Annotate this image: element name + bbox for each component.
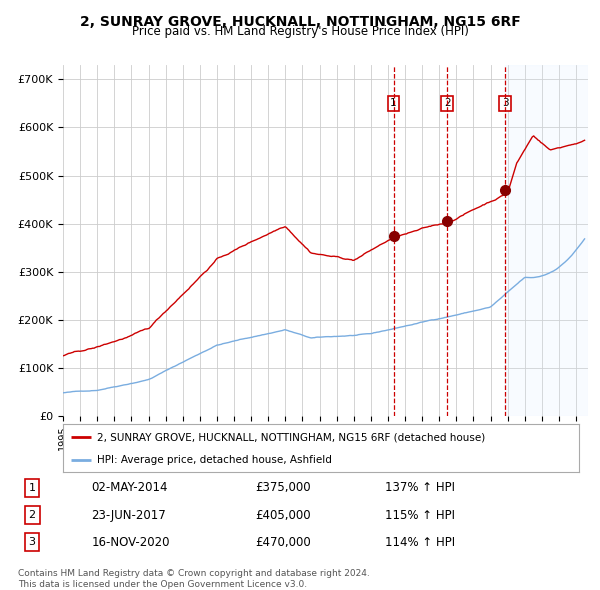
Text: 137% ↑ HPI: 137% ↑ HPI [385,481,455,494]
Text: 2, SUNRAY GROVE, HUCKNALL, NOTTINGHAM, NG15 6RF (detached house): 2, SUNRAY GROVE, HUCKNALL, NOTTINGHAM, N… [97,432,485,442]
Text: 2: 2 [444,99,451,109]
Text: 2, SUNRAY GROVE, HUCKNALL, NOTTINGHAM, NG15 6RF: 2, SUNRAY GROVE, HUCKNALL, NOTTINGHAM, N… [80,15,520,29]
Text: 2: 2 [29,510,35,520]
Text: 115% ↑ HPI: 115% ↑ HPI [385,509,455,522]
Text: 16-NOV-2020: 16-NOV-2020 [91,536,170,549]
Text: 1: 1 [29,483,35,493]
Text: Contains HM Land Registry data © Crown copyright and database right 2024.
This d: Contains HM Land Registry data © Crown c… [18,569,370,589]
Text: 3: 3 [29,537,35,547]
Text: HPI: Average price, detached house, Ashfield: HPI: Average price, detached house, Ashf… [97,455,331,465]
Text: £405,000: £405,000 [255,509,311,522]
Text: 02-MAY-2014: 02-MAY-2014 [91,481,168,494]
Text: Price paid vs. HM Land Registry's House Price Index (HPI): Price paid vs. HM Land Registry's House … [131,25,469,38]
Text: 114% ↑ HPI: 114% ↑ HPI [385,536,455,549]
Text: £375,000: £375,000 [255,481,311,494]
Text: 23-JUN-2017: 23-JUN-2017 [91,509,166,522]
Text: 1: 1 [390,99,397,109]
Text: £470,000: £470,000 [255,536,311,549]
Bar [505,65,588,416]
Text: 3: 3 [502,99,509,109]
